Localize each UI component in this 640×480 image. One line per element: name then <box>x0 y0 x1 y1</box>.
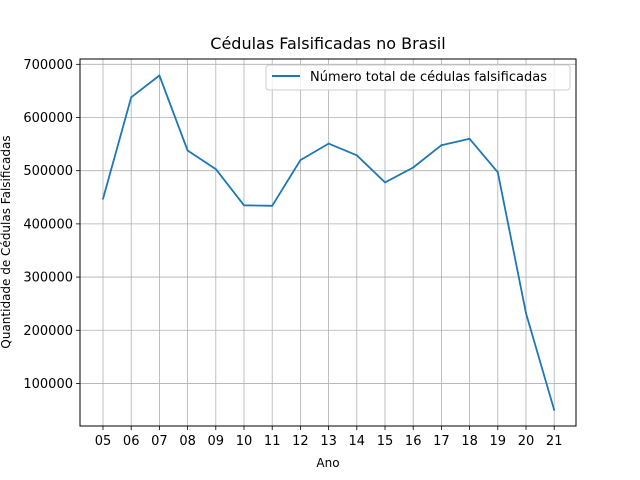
x-tick-label: 11 <box>264 434 281 449</box>
x-tick-label: 08 <box>179 434 196 449</box>
y-tick-label: 300000 <box>23 271 73 286</box>
y-tick-label: 700000 <box>23 58 73 73</box>
data-point <box>553 409 556 411</box>
data-point <box>468 137 471 140</box>
x-tick-label: 10 <box>236 434 253 449</box>
ticks: 05 06 07 08 09 10 11 12 13 14 15 16 17 18 19 20 21 100000… <box>23 58 562 449</box>
x-tick-label: 07 <box>151 434 168 449</box>
x-tick-label: 13 <box>320 434 337 449</box>
x-tick-label: 17 <box>433 434 450 449</box>
data-point <box>271 204 274 207</box>
data-point <box>355 154 358 157</box>
y-axis-label: Quantidade de Cédulas Falsificadas <box>0 135 13 348</box>
x-tick-label: 18 <box>461 434 478 449</box>
x-tick-label: 16 <box>405 434 422 449</box>
data-point <box>158 74 161 77</box>
chart-title: Cédulas Falsificadas no Brasil <box>210 34 445 53</box>
x-tick-label: 06 <box>123 434 140 449</box>
data-point <box>327 142 330 145</box>
data-point <box>186 149 189 152</box>
y-tick-label: 200000 <box>23 324 73 339</box>
y-tick-label: 600000 <box>23 111 73 126</box>
x-tick-label: 14 <box>349 434 366 449</box>
plot-frame <box>79 58 577 427</box>
x-axis-label: Ano <box>316 456 339 470</box>
data-point <box>496 171 499 174</box>
data-point <box>214 168 217 171</box>
grid <box>80 59 576 426</box>
data-point <box>412 166 415 169</box>
x-tick-label: 15 <box>377 434 394 449</box>
x-tick-label: 05 <box>95 434 112 449</box>
x-tick-label: 21 <box>546 434 563 449</box>
y-tick-label: 500000 <box>23 164 73 179</box>
series-layer <box>102 74 556 411</box>
y-tick-label: 400000 <box>23 217 73 232</box>
legend-box <box>265 64 571 91</box>
legend: Número total de cédulas falsificadas <box>265 64 571 91</box>
data-point <box>102 197 104 200</box>
x-tick-label: 12 <box>292 434 309 449</box>
data-point <box>440 144 443 147</box>
x-tick-label: 19 <box>490 434 507 449</box>
data-point <box>299 159 302 161</box>
x-tick-label: 20 <box>518 434 535 449</box>
data-point <box>525 312 527 315</box>
data-point <box>130 96 133 99</box>
y-tick-label: 100000 <box>23 377 73 392</box>
x-tick-label: 09 <box>208 434 225 449</box>
legend-label: Número total de cédulas falsificadas <box>310 70 547 85</box>
data-point <box>384 181 386 184</box>
data-point <box>243 204 245 207</box>
